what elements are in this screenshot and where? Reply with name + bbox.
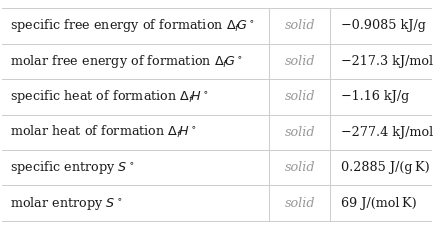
Text: −0.9085 kJ/g: −0.9085 kJ/g	[341, 19, 426, 32]
Text: solid: solid	[284, 19, 315, 32]
Text: 69 J/(mol K): 69 J/(mol K)	[341, 197, 417, 210]
Text: molar entropy $S^\circ$: molar entropy $S^\circ$	[10, 195, 122, 212]
Text: solid: solid	[284, 126, 315, 139]
Text: solid: solid	[284, 161, 315, 174]
Text: molar free energy of formation $\Delta_f\!G^\circ$: molar free energy of formation $\Delta_f…	[10, 53, 242, 70]
Text: specific heat of formation $\Delta_f\!H^\circ$: specific heat of formation $\Delta_f\!H^…	[10, 88, 208, 105]
Text: solid: solid	[284, 197, 315, 210]
Text: specific entropy $S^\circ$: specific entropy $S^\circ$	[10, 159, 134, 176]
Text: −217.3 kJ/mol: −217.3 kJ/mol	[341, 55, 433, 68]
Text: molar heat of formation $\Delta_f\!H^\circ$: molar heat of formation $\Delta_f\!H^\ci…	[10, 124, 196, 140]
Text: solid: solid	[284, 55, 315, 68]
Text: −277.4 kJ/mol: −277.4 kJ/mol	[341, 126, 433, 139]
Text: −1.16 kJ/g: −1.16 kJ/g	[341, 90, 409, 103]
Text: 0.2885 J/(g K): 0.2885 J/(g K)	[341, 161, 430, 174]
Text: solid: solid	[284, 90, 315, 103]
Text: specific free energy of formation $\Delta_f\!G^\circ$: specific free energy of formation $\Delt…	[10, 17, 255, 34]
